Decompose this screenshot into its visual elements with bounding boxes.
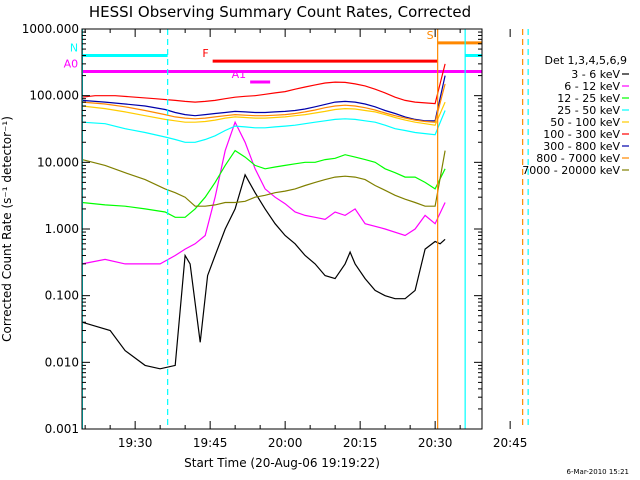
y-tick-label: 0.100 (45, 289, 79, 303)
x-tick-label: 19:45 (193, 436, 228, 450)
legend-entry-label: 12 - 25 keV (557, 92, 620, 105)
y-tick-label: 100.000 (29, 89, 79, 103)
y-tick-label: 1.000 (45, 222, 79, 236)
legend-entry-label: 3 - 6 keV (571, 68, 620, 81)
x-axis-label: Start Time (20-Aug-06 19:19:22) (184, 456, 380, 470)
series-line (82, 75, 446, 122)
legend-title: Det 1,3,4,5,6,9 (544, 54, 627, 67)
series-line (82, 149, 446, 218)
x-tick-label: 20:15 (343, 436, 378, 450)
series-line (82, 83, 446, 123)
x-tick-label: 20:00 (268, 436, 303, 450)
legend-entry-label: 7000 - 20000 keV (522, 164, 620, 177)
y-tick-label: 1000.000 (22, 22, 79, 36)
series-line (81, 150, 446, 207)
legend-entry-label: 6 - 12 keV (564, 80, 620, 93)
flag-label: S (427, 29, 434, 42)
legend-entry-label: 100 - 300 keV (543, 128, 620, 141)
flags-layer: N F S A0 A1 (64, 29, 482, 84)
chart-title: HESSI Observing Summary Count Rates, Cor… (89, 3, 471, 21)
flag-label: F (202, 47, 208, 60)
x-axis: 19:30 19:45 20:00 20:15 20:30 20:45 (84, 29, 528, 450)
y-tick-label: 10.000 (37, 155, 79, 169)
flag-label: N (70, 42, 78, 55)
y-axis-label: Corrected Count Rate (s⁻¹ detector⁻¹) (0, 116, 14, 342)
series-line (82, 63, 446, 105)
series-line (81, 120, 446, 265)
series-line (82, 110, 446, 143)
vertical-lines-layer (81, 29, 529, 429)
legend-entry-label: 50 - 100 keV (550, 116, 620, 129)
series-line (82, 101, 446, 126)
series-line (81, 173, 446, 370)
y-axis: 0.001 0.010 0.100 1.000 10.000 100.000 1000.00… (22, 22, 482, 436)
plot-frame (81, 28, 483, 430)
y-tick-label: 0.001 (45, 422, 79, 436)
legend-entry-label: 300 - 800 keV (543, 140, 620, 153)
x-tick-label: 19:30 (118, 436, 153, 450)
series-layer (81, 63, 446, 370)
flag-label: A1 (232, 68, 247, 81)
y-tick-label: 0.010 (45, 355, 79, 369)
x-tick-label: 20:30 (418, 436, 453, 450)
legend-entry-label: 25 - 50 keV (557, 104, 620, 117)
flag-label: A0 (64, 58, 79, 71)
x-tick-label: 20:45 (493, 436, 528, 450)
legend-entry-label: 800 - 7000 keV (536, 152, 620, 165)
timestamp: 6-Mar-2010 15:21 (567, 468, 629, 476)
